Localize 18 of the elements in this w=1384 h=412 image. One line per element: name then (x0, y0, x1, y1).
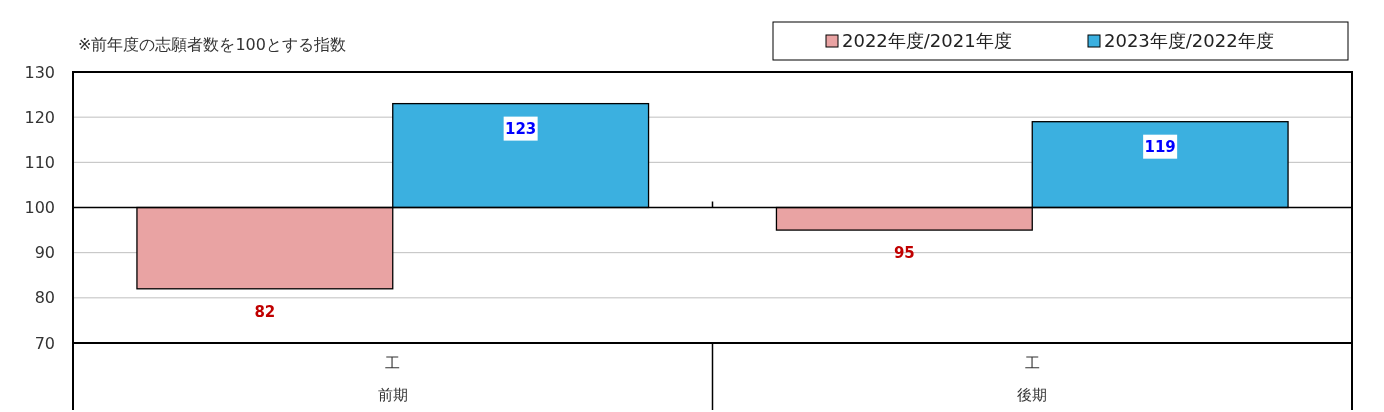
legend-label: 2022年度/2021年度 (842, 30, 1012, 51)
data-label: 95 (893, 244, 915, 263)
text: 後期 (1017, 386, 1048, 404)
y-tick-label: 70 (34, 333, 55, 353)
y-tick-label: 90 (34, 243, 55, 263)
x-tick-label: 工 (1024, 354, 1040, 372)
text: 前期 (377, 386, 408, 404)
y-tick-label: 120 (24, 107, 55, 127)
y-tick-label: 110 (24, 152, 55, 172)
y-tick-label: 130 (24, 62, 55, 82)
text: ※前年度の志願者数を100とする指数 (78, 35, 346, 54)
data-label: 123 (504, 119, 537, 138)
y-tick-label: 80 (34, 288, 55, 308)
data-label: 119 (1144, 137, 1176, 156)
y-tick-label: 100 (24, 198, 55, 218)
legend-label: 2023年度/2022年度 (1104, 30, 1274, 51)
x-tick-label: 工 (385, 354, 401, 372)
data-label: 82 (254, 302, 276, 321)
